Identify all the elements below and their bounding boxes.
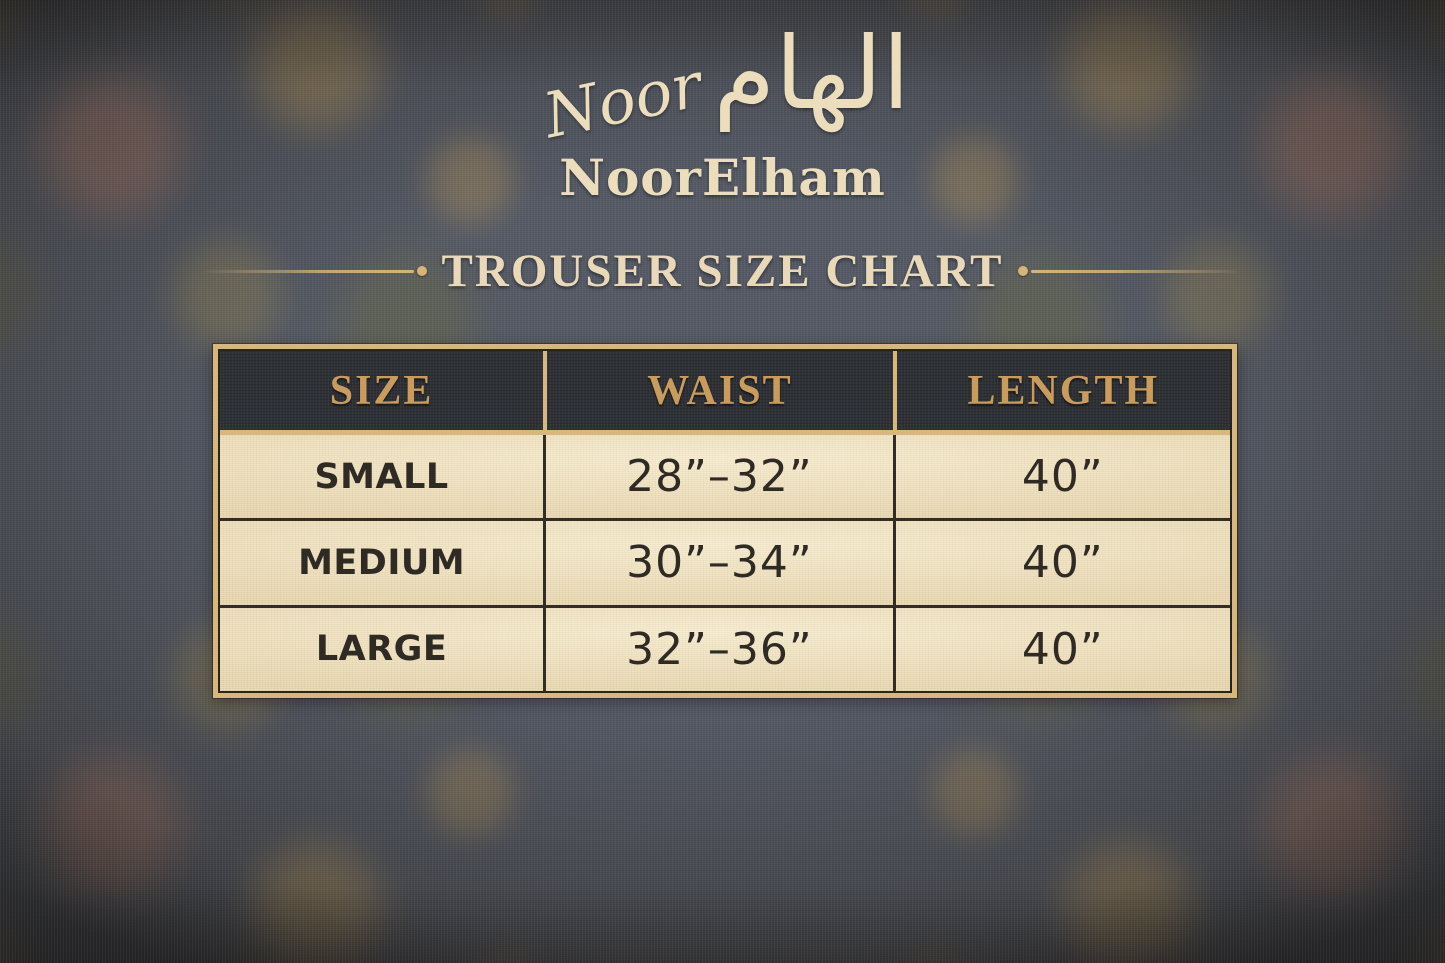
waist-cell: 30”–34” [543, 521, 892, 605]
size-cell: LARGE [315, 629, 448, 670]
brand-logo-svg: الهام Noor [535, 15, 910, 153]
logo-arabic-calligraphy: الهام [713, 15, 910, 133]
length-cell: 40” [892, 607, 1230, 691]
brand-name: NoorElham [559, 148, 886, 207]
table-body: SMALL 28”–32” 40” MEDIUM 30”–34” 40” LAR… [220, 435, 1230, 691]
chart-title-row: TROUSER SIZE CHART [200, 242, 1245, 300]
title-decoration-line-left [200, 266, 427, 276]
brand-logo: الهام Noor [535, 12, 914, 164]
table-row-small: SMALL 28”–32” 40” [220, 435, 1230, 519]
length-cell: 40” [892, 521, 1230, 605]
waist-cell: 32”–36” [543, 607, 892, 691]
title-decoration-line-right [1018, 266, 1245, 276]
size-chart-table: SIZE WAIST LENGTH SMALL 28”–32” 40” MEDI… [213, 344, 1237, 698]
table-row-large: LARGE 32”–36” 40” [220, 604, 1230, 691]
table-row-medium: MEDIUM 30”–34” 40” [220, 518, 1230, 605]
page-title: TROUSER SIZE CHART [441, 245, 1004, 297]
header-cell-size: SIZE [329, 367, 434, 414]
length-cell: 40” [892, 435, 1230, 519]
waist-cell: 28”–32” [543, 435, 892, 519]
header-cell-waist: WAIST [543, 351, 892, 430]
table-header-row: SIZE WAIST LENGTH [220, 351, 1230, 435]
size-cell: SMALL [314, 456, 449, 497]
logo-latin-script: Noor [544, 47, 711, 152]
size-cell: MEDIUM [298, 542, 466, 583]
floral-pattern-top-left [0, 0, 560, 410]
header-cell-length: LENGTH [892, 351, 1230, 430]
size-chart-table-inner: SIZE WAIST LENGTH SMALL 28”–32” 40” MEDI… [218, 349, 1232, 693]
